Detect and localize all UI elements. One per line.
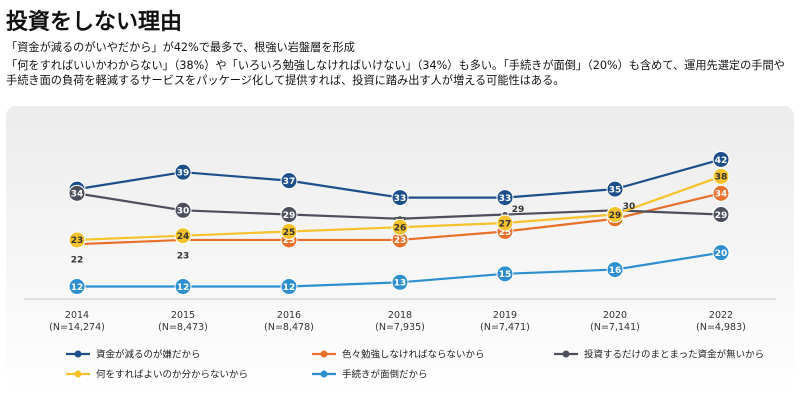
data-label: 13: [394, 279, 407, 289]
legend-marker: [74, 350, 82, 358]
data-label: 30: [623, 202, 636, 212]
data-label: 29: [512, 205, 525, 215]
x-tick-label: 2016: [277, 310, 301, 321]
legend-marker: [562, 350, 570, 358]
x-tick-sublabel: (N=8,478): [264, 322, 314, 333]
x-tick-label: 2019: [493, 310, 517, 321]
data-label: 23: [283, 236, 296, 246]
data-point: [280, 206, 298, 224]
data-point: [280, 278, 298, 296]
data-point: [712, 167, 730, 185]
x-tick-label: 2018: [388, 310, 412, 321]
subtitle-body: 「何をすればいいかわからない」（38%）や「いろいろ勉強しなければいけない」（3…: [6, 59, 785, 87]
data-label: 12: [283, 283, 296, 293]
subtitle-headline: 「資金が減るのがいやだから」が42%で最多で、根強い岩盤層を形成: [6, 41, 355, 54]
data-point: [174, 227, 192, 245]
x-tick-sublabel: (N=7,935): [375, 322, 425, 333]
data-label: 33: [499, 194, 512, 204]
data-label: 29: [715, 211, 728, 221]
legend-label: 色々勉強しなければならないから: [342, 349, 485, 361]
x-tick-sublabel: (N=7,141): [590, 322, 640, 333]
data-point: [174, 278, 192, 296]
legend-label: 手続きが面倒だから: [342, 369, 428, 381]
data-label: 39: [177, 168, 190, 178]
data-point: [68, 184, 86, 202]
data-point: [712, 150, 730, 168]
data-label: 26: [394, 224, 407, 234]
data-label: 24: [177, 232, 190, 242]
data-point: [712, 184, 730, 202]
data-point: [174, 201, 192, 219]
data-label: 27: [499, 219, 512, 229]
chart-panel: 2014 (N=14,274) 2015 (N=8,473) 2016 (N=8,478)…: [6, 106, 794, 396]
legend-marker: [74, 370, 82, 378]
data-label: 34: [71, 190, 84, 200]
data-point: [391, 273, 409, 291]
data-label: 15: [499, 270, 512, 280]
data-label: 30: [177, 207, 190, 217]
line-chart: 2014(N=14,274)2015(N=8,473)2016(N=8,478)…: [24, 150, 776, 381]
data-point: [68, 231, 86, 249]
data-label: 29: [283, 211, 296, 221]
page-title: 投資をしない理由: [6, 10, 183, 35]
data-label: 20: [715, 249, 728, 259]
legend-label: 資金が減るのが嫌だから: [96, 349, 201, 361]
data-point: [391, 189, 409, 207]
data-label: 23: [394, 236, 407, 246]
data-label: 35: [609, 185, 622, 195]
data-label: 38: [715, 173, 728, 183]
data-label: 37: [283, 177, 296, 187]
data-point: [606, 206, 624, 224]
data-point: [606, 261, 624, 279]
data-label: 16: [609, 266, 622, 276]
legend-label: 何をすればよいのか分からないから: [96, 369, 248, 381]
data-label: 25: [499, 228, 512, 238]
data-point: [496, 189, 514, 207]
x-tick-label: 2022: [709, 310, 733, 321]
x-tick-sublabel: (N=8,473): [158, 322, 208, 333]
data-point: [606, 180, 624, 198]
x-tick-label: 2014: [65, 310, 89, 321]
data-label: 42: [715, 156, 728, 166]
data-label: 33: [394, 194, 407, 204]
data-label: 22: [71, 256, 84, 266]
data-point: [712, 244, 730, 262]
data-label: 12: [177, 283, 190, 293]
data-label: 29: [609, 211, 622, 221]
legend-marker: [320, 350, 328, 358]
data-label: 34: [715, 190, 728, 200]
data-label: 12: [71, 283, 84, 293]
x-tick-label: 2020: [603, 310, 627, 321]
data-point: [712, 206, 730, 224]
x-tick-label: 2015: [171, 310, 195, 321]
data-label: 25: [283, 228, 296, 238]
data-point: [280, 172, 298, 190]
data-point: [174, 163, 192, 181]
data-label: 23: [71, 236, 84, 246]
x-tick-sublabel: (N=4,983): [696, 322, 746, 333]
legend-marker: [320, 370, 328, 378]
legend-label: 投資するだけのまとまった資金が無いから: [584, 349, 764, 361]
data-point: [280, 222, 298, 240]
data-point: [391, 218, 409, 236]
data-label: 23: [177, 251, 190, 261]
data-point: [496, 214, 514, 232]
data-point: [496, 265, 514, 283]
data-point: [68, 278, 86, 296]
x-tick-sublabel: (N=7,471): [480, 322, 530, 333]
x-tick-sublabel: (N=14,274): [49, 322, 105, 333]
